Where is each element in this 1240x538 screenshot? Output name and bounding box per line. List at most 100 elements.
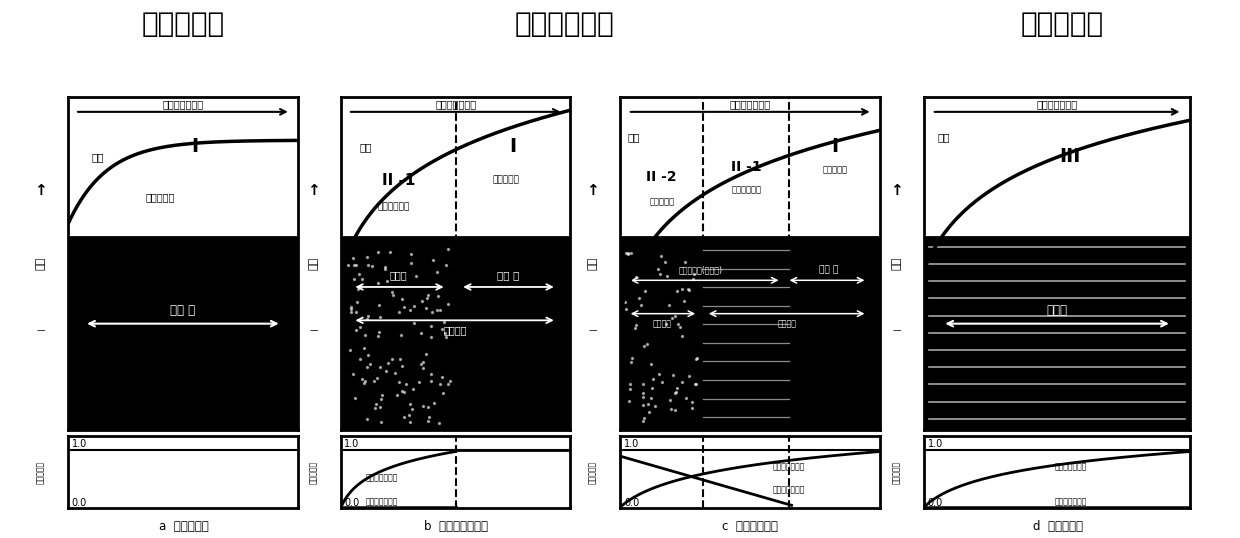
Point [665,405,684,414]
Point [386,369,405,378]
Point [355,330,374,339]
Point [665,388,684,397]
Point [678,285,698,294]
Point [644,374,663,383]
Point [625,324,645,332]
Point [351,355,371,363]
Point [368,247,388,256]
Text: 压力: 压力 [36,257,46,270]
Point [343,275,363,284]
Text: 离开井筒的距离: 离开井筒的距离 [162,99,203,109]
Point [622,353,642,362]
Text: II -1: II -1 [732,160,761,174]
Point [422,377,441,385]
Point [422,332,441,341]
Point [376,366,396,375]
Point [667,384,687,392]
Point [368,279,388,287]
Point [435,329,455,337]
Point [637,339,657,348]
Point [420,321,440,330]
Point [346,326,366,335]
Point [663,370,683,379]
Point [387,391,407,400]
Point [667,287,687,296]
Text: I: I [831,137,838,157]
Text: II -2: II -2 [646,170,677,184]
Point [616,305,636,313]
Point [629,294,649,302]
Point [396,380,415,388]
Point [631,301,651,310]
Point [660,395,680,404]
Point [394,412,414,421]
Point [365,404,384,412]
Point [357,253,377,261]
Point [680,372,699,380]
Text: 单相流状态: 单相流状态 [492,176,520,185]
Text: ↑: ↑ [35,183,47,198]
Point [632,389,652,398]
Text: 0.0: 0.0 [928,498,944,508]
Point [415,350,435,358]
Point [404,302,424,311]
Point [409,378,429,386]
Point [358,312,378,320]
Text: b  非饱和单相流动: b 非饱和单相流动 [424,520,489,533]
Text: 压力: 压力 [892,257,901,270]
Point [418,294,438,302]
Point [634,392,653,401]
Text: 井筒: 井筒 [627,132,640,142]
Text: 非饱和流状态: 非饱和流状态 [732,186,761,195]
Point [650,270,670,279]
Point [350,270,370,278]
Point [620,385,640,394]
Point [404,319,424,328]
Point [358,261,378,270]
Point [389,308,409,316]
Point [672,378,692,386]
Text: 压力: 压力 [309,257,319,270]
Point [371,403,391,412]
Text: ↑: ↑ [587,183,599,198]
Text: 离开井筒的距离: 离开井筒的距离 [435,99,476,109]
Point [372,418,392,427]
Point [346,308,366,316]
Point [413,401,433,410]
Point [399,306,419,314]
Point [339,260,358,269]
Point [649,370,668,379]
Point [672,285,692,294]
Point [372,391,392,399]
Point [418,403,438,412]
Point [362,261,382,270]
Point [436,261,456,270]
Point [357,415,377,424]
Point [687,353,707,362]
Point [632,401,652,409]
Point [347,298,367,306]
Point [616,249,636,257]
Point [401,259,420,267]
Point [410,359,430,368]
Point [677,394,697,402]
Point [402,405,422,413]
Text: 相对渗透率: 相对渗透率 [588,461,598,484]
Point [428,267,448,276]
Point [413,358,433,366]
Point [383,355,403,364]
Point [352,275,372,284]
Text: —: — [589,326,596,335]
Point [419,413,439,421]
Point [626,321,646,329]
Text: I: I [510,137,517,157]
Text: 单相气阶段: 单相气阶段 [1021,10,1105,38]
Text: 水相相对渗透率: 水相相对渗透率 [1054,497,1086,506]
Point [356,377,376,386]
Text: 1.0: 1.0 [72,439,87,449]
Bar [68,237,298,430]
Point [401,249,420,258]
Point [683,275,703,284]
Point [432,372,451,381]
Point [672,331,692,340]
